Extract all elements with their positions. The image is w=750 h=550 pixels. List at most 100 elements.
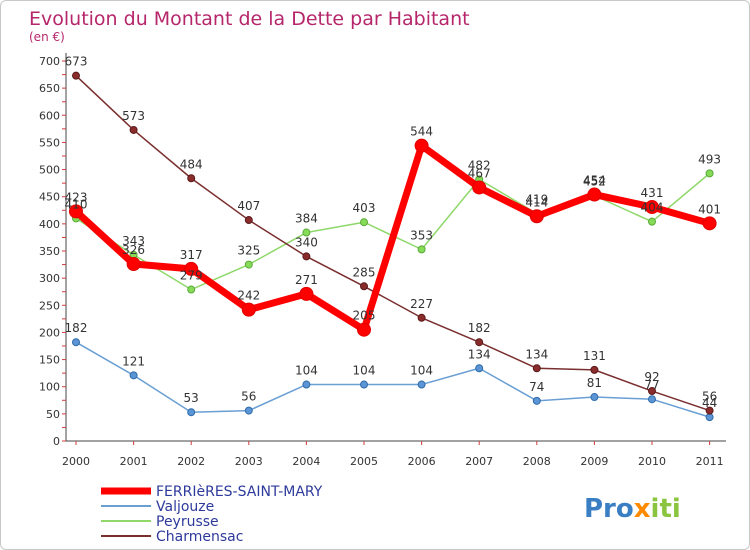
data-label-charmensac: 673 [65,55,88,69]
data-label-ferrieres-saint-mary: 326 [122,243,145,257]
data-label-ferrieres-saint-mary: 205 [353,309,376,323]
data-point-charmensac [129,125,138,134]
data-label-ferrieres-saint-mary: 401 [698,202,721,216]
series-line-charmensac [75,75,710,412]
data-label-ferrieres-saint-mary: 423 [65,190,88,204]
data-point-peyrusse [417,245,426,254]
data-point-ferrieres-saint-mary [529,209,544,224]
data-point-ferrieres-saint-mary [69,204,83,219]
data-point-valjouze [129,371,138,380]
data-label-peyrusse: 452 [583,175,606,189]
data-label-peyrusse: 404 [641,201,664,215]
data-point-ferrieres-saint-mary [414,138,429,153]
data-label-ferrieres-saint-mary: 431 [641,186,664,200]
legend: FERRIèRES-SAINT-MARYValjouzePeyrusseChar… [101,484,323,545]
x-tick-label: 2003 [235,455,263,468]
y-tick-label: 650 [39,82,60,95]
data-label-ferrieres-saint-mary: 271 [295,273,318,287]
y-tick-label: 350 [39,245,60,258]
data-label-peyrusse: 325 [237,244,260,258]
data-point-charmensac [705,406,714,415]
data-label-ferrieres-saint-mary: 454 [583,174,606,188]
data-point-charmensac [72,71,80,80]
y-tick-label: 700 [39,55,60,68]
y-tick-label: 600 [39,109,60,122]
series-layer [69,71,717,422]
data-point-ferrieres-saint-mary [702,216,717,231]
data-point-valjouze [244,406,253,415]
data-label-peyrusse: 353 [410,228,433,242]
data-label-valjouze: 121 [122,354,145,368]
x-tick-label: 2007 [465,455,493,468]
y-tick-label: 500 [39,164,60,177]
data-point-charmensac [302,252,311,261]
data-label-valjouze: 53 [184,391,199,405]
legend-label-peyrusse: Peyrusse [156,514,219,530]
x-tick-label: 2005 [350,455,378,468]
y-tick-label: 150 [39,354,60,367]
data-point-charmensac [244,216,253,225]
data-point-ferrieres-saint-mary [184,261,199,276]
data-label-valjouze: 74 [529,380,544,394]
data-point-ferrieres-saint-mary [241,302,256,317]
data-point-valjouze [72,338,80,347]
data-point-peyrusse [244,260,253,269]
data-point-valjouze [705,413,714,422]
data-label-ferrieres-saint-mary: 544 [410,125,433,139]
data-point-valjouze [417,380,426,389]
legend-label-charmensac: Charmensac [156,529,243,545]
x-tick-label: 2000 [62,455,90,468]
data-point-peyrusse [360,218,368,227]
data-label-valjouze: 56 [241,390,256,404]
data-label-valjouze: 134 [468,347,491,361]
legend-label-ferrieres-saint-mary: FERRIèRES-SAINT-MARY [156,484,323,500]
y-tick-label: 200 [39,326,60,339]
data-label-valjouze: 104 [295,364,318,378]
data-point-charmensac [187,174,196,183]
x-tick-label: 2006 [408,455,436,468]
y-tick-label: 100 [39,381,60,394]
data-label-valjouze: 104 [353,364,376,378]
proxiti-logo: Proxiti [584,494,681,524]
data-point-valjouze [648,395,656,404]
x-tick-label: 2009 [580,455,608,468]
data-point-peyrusse [187,285,196,294]
x-tick-label: 2011 [696,455,724,468]
data-point-valjouze [187,408,196,417]
data-label-charmensac: 227 [410,297,433,311]
series-line-ferrieres-saint-mary [73,142,711,334]
series-line-valjouze [75,341,710,418]
data-point-charmensac [360,282,368,291]
data-label-peyrusse: 403 [353,201,376,215]
data-point-charmensac [590,365,599,374]
data-point-ferrieres-saint-mary [587,187,602,202]
y-tick-label: 450 [39,191,60,204]
data-label-valjouze: 77 [644,378,659,392]
chart-title: Evolution du Montant de la Dette par Hab… [29,8,470,30]
data-point-valjouze [532,396,541,405]
data-point-valjouze [475,364,484,373]
data-label-peyrusse: 419 [525,193,548,207]
data-label-valjouze: 104 [410,364,433,378]
data-label-charmensac: 573 [122,109,145,123]
data-point-ferrieres-saint-mary [299,286,314,301]
x-tick-label: 2010 [638,455,666,468]
data-point-ferrieres-saint-mary [357,322,371,337]
y-tick-label: 300 [39,272,60,285]
axes: 0 50 100 150 200 250 300 350 400 450 500 550 600 650 7… [39,53,726,468]
data-label-peyrusse: 343 [122,234,145,248]
x-tick-label: 2001 [120,455,148,468]
data-point-charmensac [532,364,541,373]
data-point-peyrusse [302,228,311,237]
data-label-peyrusse: 410 [65,197,88,211]
data-point-valjouze [302,380,311,389]
chart-subtitle: (en €) [29,30,65,44]
data-point-charmensac [417,313,426,322]
data-label-peyrusse: 493 [698,152,721,166]
data-label-charmensac: 285 [353,265,376,279]
data-point-ferrieres-saint-mary [126,257,141,272]
data-point-peyrusse [648,217,656,226]
data-point-ferrieres-saint-mary [645,200,659,215]
